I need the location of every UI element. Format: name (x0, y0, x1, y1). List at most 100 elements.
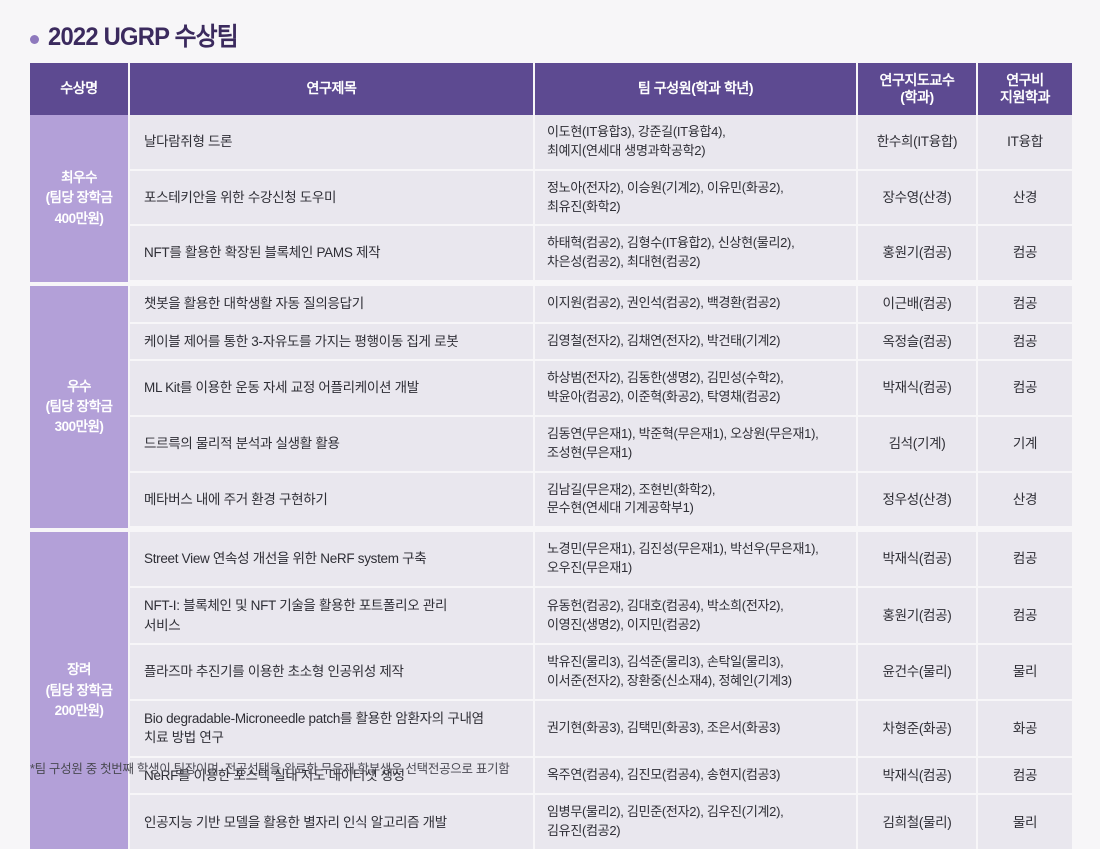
team-members-cell-line: 오우진(무은재1) (547, 560, 632, 576)
team-members-cell-line: 차은성(컴공2), 최대현(컴공2) (547, 254, 701, 270)
team-members-cell-line: 조성현(무은재1) (547, 444, 632, 460)
research-title-cell: Street View 연속성 개선을 위한 NeRF system 구축 (130, 528, 535, 588)
page-title-text: 2022 UGRP 수상팀 (48, 22, 239, 51)
advisor-cell: 김석(기계) (858, 416, 978, 473)
table-row: 케이블 제어를 통한 3-자유도를 가지는 평행이동 집게 로봇 김영철(전자2)… (30, 323, 1072, 362)
team-members-cell-line: 하상범(전자2), 김동한(생명2), 김민성(수학2), (547, 370, 784, 386)
research-title-cell: 챗봇을 활용한 대학생활 자동 질의응답기 (130, 282, 535, 324)
team-members-cell-line: 권기현(화공3), 김택민(화공3), 조은서(화공3) (547, 719, 781, 735)
team-members-cell-line: 문수현(연세대 기계공학부1) (547, 500, 694, 516)
funding-dept-cell: 기계 (978, 416, 1072, 473)
table-row: 우수 (팀당 장학금 300만원) 챗봇을 활용한 대학생활 자동 질의응답기 이지원(… (30, 282, 1072, 529)
research-title-cell: 인공지능 기반 모델을 활용한 별자리 인식 알고리즘 개발 (130, 795, 535, 849)
funding-dept-cell: 산경 (978, 170, 1072, 227)
research-title-cell: 케이블 제어를 통한 3-자유도를 가지는 평행이동 집게 로봇 (130, 323, 535, 362)
team-members-cell-line: 최예지(연세대 생명과학공학2) (547, 142, 706, 158)
page-title: 2022 UGRP 수상팀 (30, 20, 248, 54)
team-members-cell-line: 최유진(화학2) (547, 198, 621, 214)
advisor-cell-line: 박재식(컴공) (882, 551, 952, 567)
team-members-cell: 임병무(물리2), 김민준(전자2), 김우진(기계2), 김유진(컴공2) (535, 795, 858, 849)
column-header-research-title: 연구제목 (130, 63, 535, 115)
team-members-cell: 김영철(전자2), 김채연(전자2), 박건태(기계2) (535, 323, 858, 362)
advisor-cell-line: 차형준(화공) (882, 720, 952, 736)
research-title-cell-line: ML Kit를 이용한 운동 자세 교정 어플리케이션 개발 (144, 380, 419, 396)
column-header-team-members: 팀 구성원(학과 학년) (535, 63, 858, 115)
team-members-cell-line: 이서준(전자2), 장환중(신소재4), 정혜인(기계3) (547, 672, 792, 688)
table-row: 인공지능 기반 모델을 활용한 별자리 인식 알고리즘 개발 임병무(물리2), … (30, 795, 1072, 849)
funding-dept-cell: 물리 (978, 795, 1072, 849)
funding-dept-cell-line: 물리 (1012, 814, 1038, 830)
advisor-cell-line: 김석(기계) (888, 435, 946, 451)
funding-dept-cell: 컴공 (978, 528, 1072, 588)
research-title-cell-line: 챗봇을 활용한 대학생활 자동 질의응답기 (144, 296, 364, 312)
advisor-cell: 한수희(IT융합) (858, 115, 978, 171)
table-row: 플라즈마 추진기를 이용한 초소형 인공위성 제작 박유진(물리3), 김석준(물… (30, 645, 1072, 701)
team-members-cell-line: 김남길(무은재2), 조현빈(화학2), (547, 481, 716, 497)
research-title-cell: NFT-I: 블록체인 및 NFT 기술을 활용한 포트폴리오 관리 서비스 (130, 587, 535, 646)
column-header-funding-line2: 지원학과 (1000, 89, 1050, 105)
team-members-cell: 김동연(무은재1), 박준혁(무은재1), 오상원(무은재1), 조성현(무은재1… (535, 416, 858, 473)
team-members-cell: 하상범(전자2), 김동한(생명2), 김민성(수학2), 박윤아(컴공2), 이… (535, 361, 858, 417)
funding-dept-cell-line: 기계 (1012, 435, 1038, 451)
team-members-cell-line: 김영철(전자2), 김채연(전자2), 박건태(기계2) (547, 332, 781, 348)
research-title-cell: 날다람쥐형 드론 (130, 115, 535, 171)
advisor-cell: 박재식(컴공) (858, 757, 978, 796)
research-title-cell: NFT를 활용한 확장된 블록체인 PAMS 제작 (130, 226, 535, 283)
table-header: 수상명 연구제목 팀 구성원(학과 학년) 연구지도교수 (학과) 연구비 지원… (30, 63, 1072, 115)
team-members-cell-line: 이도현(IT융합3), 강준길(IT융합4), (547, 124, 726, 139)
column-header-award: 수상명 (30, 63, 130, 115)
research-title-cell-line: Bio degradable-Microneedle patch를 활용한 암환… (144, 710, 484, 726)
advisor-cell: 차형준(화공) (858, 700, 978, 758)
team-members-cell-line: 박유진(물리3), 김석준(물리3), 손탁일(물리3), (547, 654, 784, 670)
table-row: 포스테키안을 위한 수강신청 도우미 정노아(전자2), 이승원(기계2), 이유… (30, 170, 1072, 227)
advisor-cell: 윤건수(물리) (858, 645, 978, 701)
team-members-cell: 노경민(무은재1), 김진성(무은재1), 박선우(무은재1), 오우진(무은재1… (535, 528, 858, 588)
funding-dept-cell-line: IT융합 (1007, 134, 1043, 150)
funding-dept-cell-line: 산경 (1012, 491, 1038, 507)
advisor-cell-line: 박재식(컴공) (882, 767, 952, 783)
advisor-cell: 박재식(컴공) (858, 361, 978, 417)
award-name-line-2: (팀당 장학금 (45, 190, 113, 206)
team-members-cell-line: 유동헌(컴공2), 김대호(컴공4), 박소희(전자2), (547, 597, 784, 613)
team-members-cell-line: 박윤아(컴공2), 이준혁(화공2), 탁영채(컴공2) (547, 389, 781, 405)
team-members-cell: 이도현(IT융합3), 강준길(IT융합4), 최예지(연세대 생명과학공학2) (535, 115, 858, 171)
funding-dept-cell-line: 컴공 (1012, 607, 1038, 623)
funding-dept-cell-line: 컴공 (1012, 551, 1038, 567)
research-title-cell-line: Street View 연속성 개선을 위한 NeRF system 구축 (144, 551, 427, 567)
table-row: 최우수 (팀당 장학금 400만원) 날다람쥐형 드론 이도현(IT융합3), 강준길(… (30, 115, 1072, 283)
award-name-cell: 우수 (팀당 장학금 300만원) (30, 282, 130, 529)
team-members-cell: 정노아(전자2), 이승원(기계2), 이유민(화공2), 최유진(화학2) (535, 170, 858, 227)
team-members-cell: 하태혁(컴공2), 김형수(IT융합2), 신상현(물리2), 차은성(컴공2),… (535, 226, 858, 283)
funding-dept-cell-line: 물리 (1012, 664, 1038, 680)
column-header-advisor-line1: 연구지도교수 (879, 71, 955, 88)
table-row: NeRF를 이용한 포스텍 실내 지도 데이터셋 생성 옥주연(컴공4), 김진모… (30, 757, 1072, 796)
research-title-cell-line: NeRF를 이용한 포스텍 실내 지도 데이터셋 생성 (144, 767, 405, 783)
funding-dept-cell: 컴공 (978, 226, 1072, 283)
research-title-cell-line: 인공지능 기반 모델을 활용한 별자리 인식 알고리즘 개발 (144, 814, 447, 830)
advisor-cell: 김희철(물리) (858, 795, 978, 849)
research-title-cell: NeRF를 이용한 포스텍 실내 지도 데이터셋 생성 (130, 757, 535, 796)
advisor-cell-line: 장수영(산경) (882, 189, 952, 205)
research-title-cell-line: 치료 방법 연구 (144, 730, 224, 746)
table-row: NFT-I: 블록체인 및 NFT 기술을 활용한 포트폴리오 관리 서비스 유동헌… (30, 587, 1072, 646)
team-members-cell-line: 김동연(무은재1), 박준혁(무은재1), 오상원(무은재1), (547, 425, 819, 441)
table-row: 메타버스 내에 주거 환경 구현하기 김남길(무은재2), 조현빈(화학2), 문수… (30, 472, 1072, 529)
advisor-cell-line: 김희철(물리) (882, 814, 952, 830)
funding-dept-cell: 물리 (978, 645, 1072, 701)
funding-dept-cell: 컴공 (978, 757, 1072, 796)
bullet-icon (30, 34, 39, 44)
advisor-cell: 홍원기(컴공) (858, 587, 978, 646)
table-row: 장려 (팀당 장학금 200만원) Street View 연속성 개선을 위한 Ne… (30, 528, 1072, 849)
advisor-cell: 정우성(산경) (858, 472, 978, 529)
funding-dept-cell: 화공 (978, 700, 1072, 758)
advisor-cell-line: 정우성(산경) (882, 491, 952, 507)
research-title-cell-line: NFT를 활용한 확장된 블록체인 PAMS 제작 (144, 245, 381, 261)
funding-dept-cell: 컴공 (978, 323, 1072, 362)
funding-dept-cell-line: 컴공 (1012, 767, 1038, 783)
awards-table: 수상명 연구제목 팀 구성원(학과 학년) 연구지도교수 (학과) 연구비 지원… (30, 63, 1072, 849)
research-title-cell: ML Kit를 이용한 운동 자세 교정 어플리케이션 개발 (130, 361, 535, 417)
footnote: *팀 구성원 중 첫번째 학생이 팀장이며, 전공선택을 완료한 무은재 학부생… (30, 762, 510, 776)
table-row: NFT를 활용한 확장된 블록체인 PAMS 제작 하태혁(컴공2), 김형수(I… (30, 226, 1072, 283)
team-members-cell-line: 옥주연(컴공4), 김진모(컴공4), 송현지(컴공3) (547, 767, 781, 783)
team-members-cell-line: 김유진(컴공2) (547, 823, 621, 839)
